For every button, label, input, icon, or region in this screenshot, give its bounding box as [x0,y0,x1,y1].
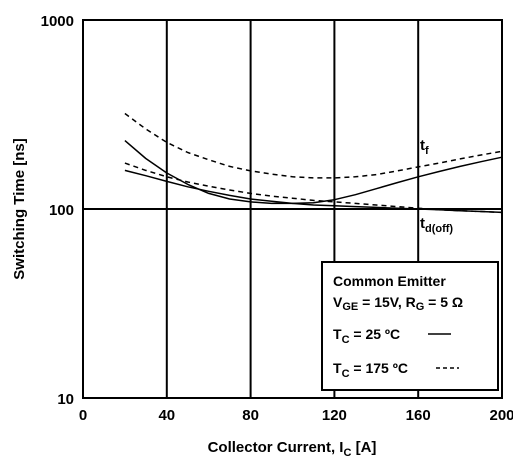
legend-t175: TC = 175 ºC [333,360,408,380]
label-tf-main: t [420,137,425,154]
plot-frame [82,19,503,399]
legend-t175-main: T [333,360,342,376]
legend-rg-sub: G [416,301,425,313]
y-tick-label: 1000 [41,13,74,30]
y-axis-title: Switching Time [ns] [11,138,28,279]
legend-vge-val: = 15V, R [358,294,415,310]
x-tick-label: 80 [242,407,259,424]
x-tick-label: 160 [406,407,431,424]
legend-conditions: VGE = 15V, RG = 5 Ω [333,294,463,313]
series-tdoff-25C [124,169,503,214]
legend-t175-val: = 175 ºC [350,360,408,376]
legend-vge-sub: GE [342,301,358,313]
label-tf-sub: f [425,145,429,157]
legend-title: Common Emitter [333,273,446,289]
legend-vge: V [333,294,343,310]
x-axis-title-sub: C [343,447,351,459]
data-series [124,112,503,214]
legend-t25-val: = 25 ºC [350,326,401,342]
legend-rg-val: = 5 Ω [424,294,463,310]
y-tick-label: 10 [57,391,74,408]
x-tick-label: 200 [489,407,513,424]
series-tdoff-175C [124,162,503,214]
legend-box [321,261,499,391]
legend-t25-sub: C [342,334,350,346]
x-tick-label: 0 [79,407,87,424]
x-tick-label: 40 [158,407,175,424]
x-tick-label: 120 [322,407,347,424]
label-tdoff-main: t [420,215,425,232]
x-axis-title: Collector Current, IC [A] [208,439,377,459]
x-axis-title-main: Collector Current, I [208,439,344,456]
tick-labels: 0 40 80 120 160 200 10 100 1000 [41,13,513,424]
series-tf-175C [124,112,503,179]
label-tdoff: td(off) [420,215,453,235]
label-tf: tf [420,137,429,157]
label-tdoff-sub: d(off) [425,223,453,235]
legend-t175-sub: C [342,368,350,380]
legend-t25-main: T [333,326,342,342]
legend: Common Emitter VGE = 15V, RG = 5 Ω TC = … [321,261,499,391]
y-tick-label: 100 [49,202,74,219]
series-tf-25C [124,140,503,205]
x-axis-title-tail: [A] [351,439,376,456]
legend-t25: TC = 25 ºC [333,326,400,346]
